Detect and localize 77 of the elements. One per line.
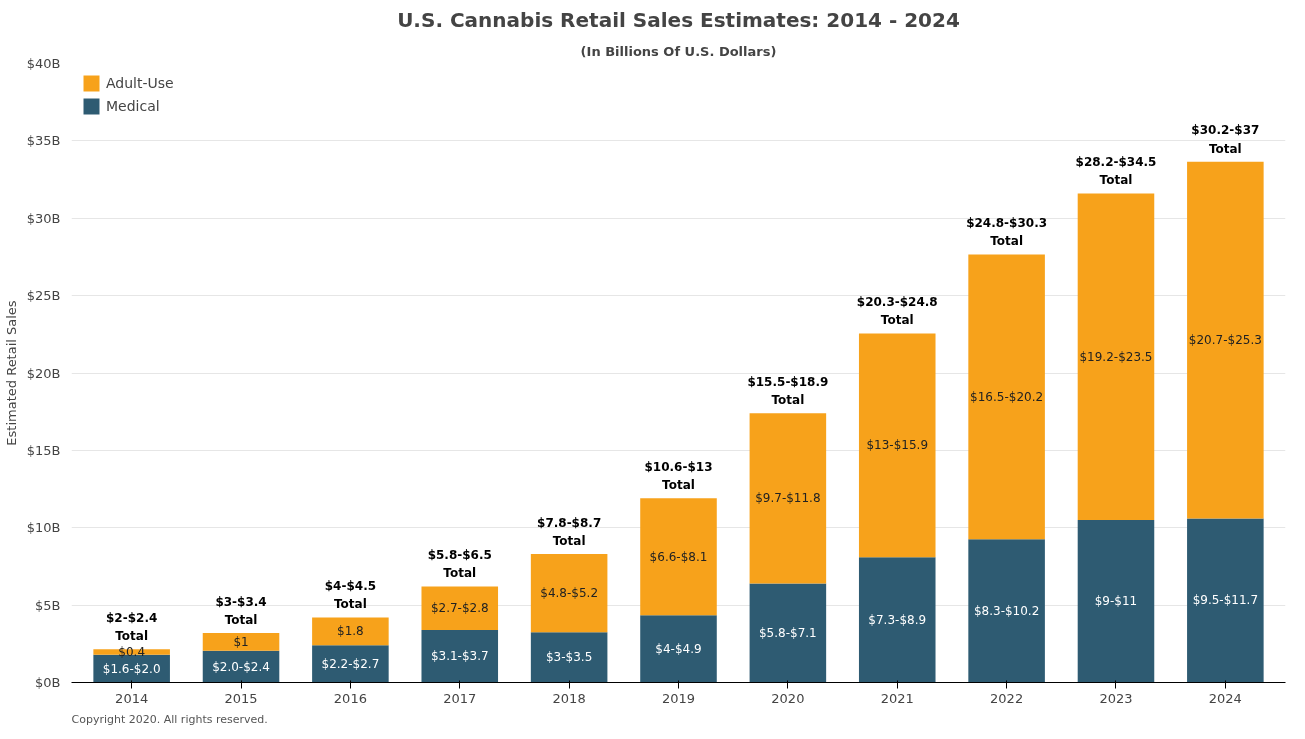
text: Copyright 2020. All rights reserved. xyxy=(71,712,268,726)
bar xyxy=(530,554,608,633)
chart-subtitle: (In Billions Of U.S. Dollars) xyxy=(580,43,777,59)
total-label: $28.2-$34.5 Total xyxy=(1075,155,1157,188)
bar xyxy=(1187,161,1264,519)
x-tick-label: 2024 xyxy=(1208,690,1242,706)
bar xyxy=(858,333,936,558)
x-tick-label: 2018 xyxy=(552,690,586,706)
bar xyxy=(1077,193,1155,521)
data-label: $5.8-$7.1 xyxy=(758,625,817,640)
bar xyxy=(858,557,936,683)
x-tick-label: 2015 xyxy=(224,690,258,706)
x-tick-label: 2023 xyxy=(1099,690,1133,706)
data-label: $3.1-$3.7 xyxy=(430,649,489,664)
data-label: $20.7-$25.3 xyxy=(1188,333,1262,348)
data-label: $2.0-$2.4 xyxy=(212,659,270,674)
total-label: $10.6-$13 Total xyxy=(644,459,713,493)
bar xyxy=(1077,520,1155,683)
x-tick-label: 2019 xyxy=(661,690,696,706)
data-label: $2.7-$2.8 xyxy=(430,601,489,616)
data-label: $13-$15.9 xyxy=(866,438,929,453)
data-label: $16.5-$20.2 xyxy=(970,389,1044,404)
x-tick-label: 2020 xyxy=(771,690,805,706)
total-label: $2-$2.4 Total xyxy=(106,610,158,644)
chart-title: U.S. Cannabis Retail Sales Estimates: 2014 - 2024 xyxy=(397,7,960,32)
x-tick-label: 2017 xyxy=(443,690,477,706)
bar xyxy=(421,586,499,630)
data-label: $1 xyxy=(233,634,249,649)
data-label: $4.8-$5.2 xyxy=(540,586,599,601)
x-tick-label: 2016 xyxy=(333,690,367,706)
bar xyxy=(640,498,717,616)
y-tick-label: $30B xyxy=(26,210,61,226)
total-label: $20.3-$24.8 Total xyxy=(856,295,938,328)
bar xyxy=(968,254,1045,540)
data-label: $6.6-$8.1 xyxy=(649,549,708,564)
bar xyxy=(968,539,1045,683)
bar xyxy=(1187,518,1264,683)
data-label: $1.8 xyxy=(337,624,364,639)
data-label: $9-$11 xyxy=(1094,594,1138,609)
bar xyxy=(312,645,389,683)
total-label: $30.2-$37 Total xyxy=(1191,123,1260,156)
y-axis-title: Estimated Retail Sales xyxy=(3,300,19,446)
data-label: $3-$3.5 xyxy=(545,650,593,665)
bar xyxy=(421,629,499,683)
data-label: $9.5-$11.7 xyxy=(1192,593,1259,608)
total-label: $7.8-$8.7 Total xyxy=(537,515,602,548)
total-label: $15.5-$18.9 Total xyxy=(747,374,829,408)
data-label: $2.2-$2.7 xyxy=(321,656,380,671)
y-tick-label: $35B xyxy=(26,133,61,149)
legend-label: Adult-Use xyxy=(106,75,174,91)
total-label: $5.8-$6.5 Total xyxy=(427,548,492,581)
bar xyxy=(749,413,827,584)
data-label: $9.7-$11.8 xyxy=(755,491,821,506)
legend-label: Medical xyxy=(106,98,160,114)
bar xyxy=(749,583,827,683)
data-label: $1.6-$2.0 xyxy=(102,661,161,676)
total-label: $4-$4.5 Total xyxy=(324,579,377,612)
y-tick-label: $40B xyxy=(26,56,61,71)
bar xyxy=(202,632,280,651)
data-label: $7.3-$8.9 xyxy=(868,612,927,627)
y-tick-label: $25B xyxy=(26,288,61,304)
x-tick-label: 2022 xyxy=(990,690,1024,706)
total-label: $3-$3.4 Total xyxy=(215,594,267,627)
data-label: $4-$4.9 xyxy=(655,641,702,656)
y-tick-label: $5B xyxy=(35,597,61,613)
y-tick-label: $10B xyxy=(26,520,61,536)
data-label: $19.2-$23.5 xyxy=(1079,349,1153,364)
total-label: $24.8-$30.3 Total xyxy=(966,216,1048,249)
y-tick-label: $0B xyxy=(35,675,61,690)
bar xyxy=(312,617,389,646)
y-tick-label: $20B xyxy=(26,365,61,381)
data-label: $8.3-$10.2 xyxy=(973,603,1040,618)
x-tick-label: 2021 xyxy=(880,690,914,706)
bar xyxy=(640,615,717,683)
bar xyxy=(530,632,608,683)
y-tick-label: $15B xyxy=(26,442,61,458)
x-tick-label: 2014 xyxy=(115,690,149,706)
